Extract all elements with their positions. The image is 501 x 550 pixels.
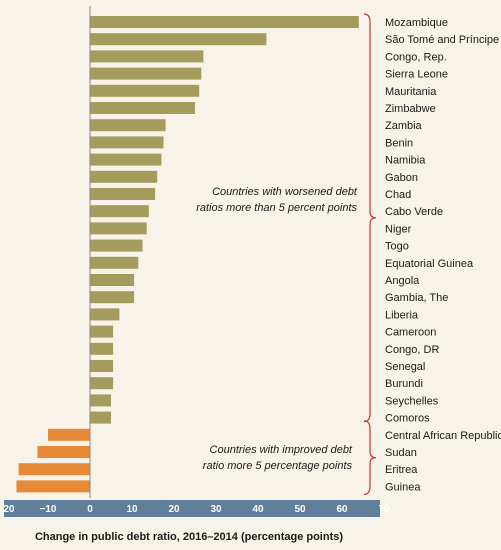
bar-equatorial-guinea: [90, 256, 139, 269]
x-tick-labels: −20 −10 0 10 20 30 40 50 60 70: [0, 504, 390, 515]
x-tick-label: 10: [126, 504, 138, 515]
bar-cameroon: [90, 325, 114, 338]
bar-niger: [90, 222, 147, 235]
x-tick-label: 30: [210, 504, 222, 515]
worsened-bracket: [363, 13, 377, 423]
category-label: Benin: [385, 137, 413, 149]
bar-senegal: [90, 360, 114, 372]
category-label: Chad: [385, 189, 411, 201]
category-label: Sierra Leone: [385, 69, 448, 81]
x-tick-label: 70: [378, 504, 390, 515]
bar-eritrea: [18, 463, 91, 476]
country-labels: Mozambique São Tomé and Príncipe Congo, Re…: [385, 17, 501, 493]
bar-guinea: [16, 480, 90, 493]
bar-mauritania: [90, 84, 200, 97]
x-axis-title: Change in public debt ratio, 2016–2014 (…: [35, 531, 343, 543]
bar-comoros: [90, 411, 111, 424]
category-label: Togo: [385, 241, 409, 253]
category-label: Eritrea: [385, 464, 418, 476]
category-label: Angola: [385, 275, 420, 287]
bar-sierra-leone: [90, 67, 202, 80]
bar-chad: [90, 188, 156, 200]
bar-congo-rep: [90, 50, 204, 63]
bar-gabon: [90, 170, 158, 183]
category-label: Zimbabwe: [385, 103, 436, 115]
category-label: Liberia: [385, 309, 419, 321]
improved-annotation-line: Countries with improved debt: [210, 444, 353, 456]
improved-bracket: [363, 420, 377, 495]
bar-congo-dr: [90, 342, 114, 355]
category-label: Comoros: [385, 413, 430, 425]
category-label: Equatorial Guinea: [385, 258, 474, 270]
bar-seychelles: [90, 394, 111, 407]
bar-burundi: [90, 377, 114, 390]
bars: [16, 16, 359, 493]
worsened-annotation-line: Countries with worsened debt: [212, 186, 358, 198]
x-tick-label: 20: [168, 504, 180, 515]
category-label: Niger: [385, 223, 412, 235]
bar-gambia-the: [90, 291, 135, 304]
bar-sudan: [37, 446, 90, 458]
x-tick-label: 40: [252, 504, 264, 515]
category-label: Mozambique: [385, 17, 448, 29]
category-label: Mauritania: [385, 86, 437, 98]
brackets: [363, 13, 377, 495]
bar-angola: [90, 274, 135, 286]
category-label: Gabon: [385, 172, 418, 184]
bar-namibia: [90, 153, 162, 166]
bar-central-african-republic: [48, 428, 90, 441]
category-label: Central African Republic: [385, 430, 501, 442]
category-label: Sudan: [385, 447, 417, 459]
category-label: Cabo Verde: [385, 206, 443, 218]
category-label: Congo, DR: [385, 344, 439, 356]
category-label: São Tomé and Príncipe: [385, 34, 499, 46]
x-tick-label: 60: [336, 504, 348, 515]
category-label: Guinea: [385, 481, 421, 493]
category-label: Congo, Rep.: [385, 51, 447, 63]
bar-togo: [90, 239, 143, 252]
category-label: Seychelles: [385, 395, 439, 407]
annotations: Countries with worsened debt ratios more …: [196, 186, 358, 472]
category-label: Gambia, The: [385, 292, 448, 304]
category-label: Namibia: [385, 155, 426, 167]
bar-liberia: [90, 308, 120, 321]
category-label: Senegal: [385, 361, 425, 373]
worsened-annotation-line: ratios more than 5 percent points: [196, 202, 357, 214]
x-tick-label: 0: [87, 504, 93, 515]
bar-benin: [90, 136, 164, 149]
bar-zimbabwe: [90, 102, 195, 114]
bar-zambia: [90, 119, 166, 132]
improved-annotation-line: ratio more 5 percentage points: [203, 460, 353, 472]
x-tick-label: 50: [294, 504, 306, 515]
x-tick-label: −20: [0, 504, 15, 515]
category-label: Cameroon: [385, 327, 436, 339]
x-tick-label: −10: [40, 504, 57, 515]
bar-cabo-verde: [90, 205, 149, 218]
bar-s-o-tom-and-pr-ncipe: [90, 33, 267, 46]
x-axis-band: [4, 500, 380, 517]
category-label: Burundi: [385, 378, 423, 390]
bar-mozambique: [90, 16, 359, 28]
category-label: Zambia: [385, 120, 423, 132]
